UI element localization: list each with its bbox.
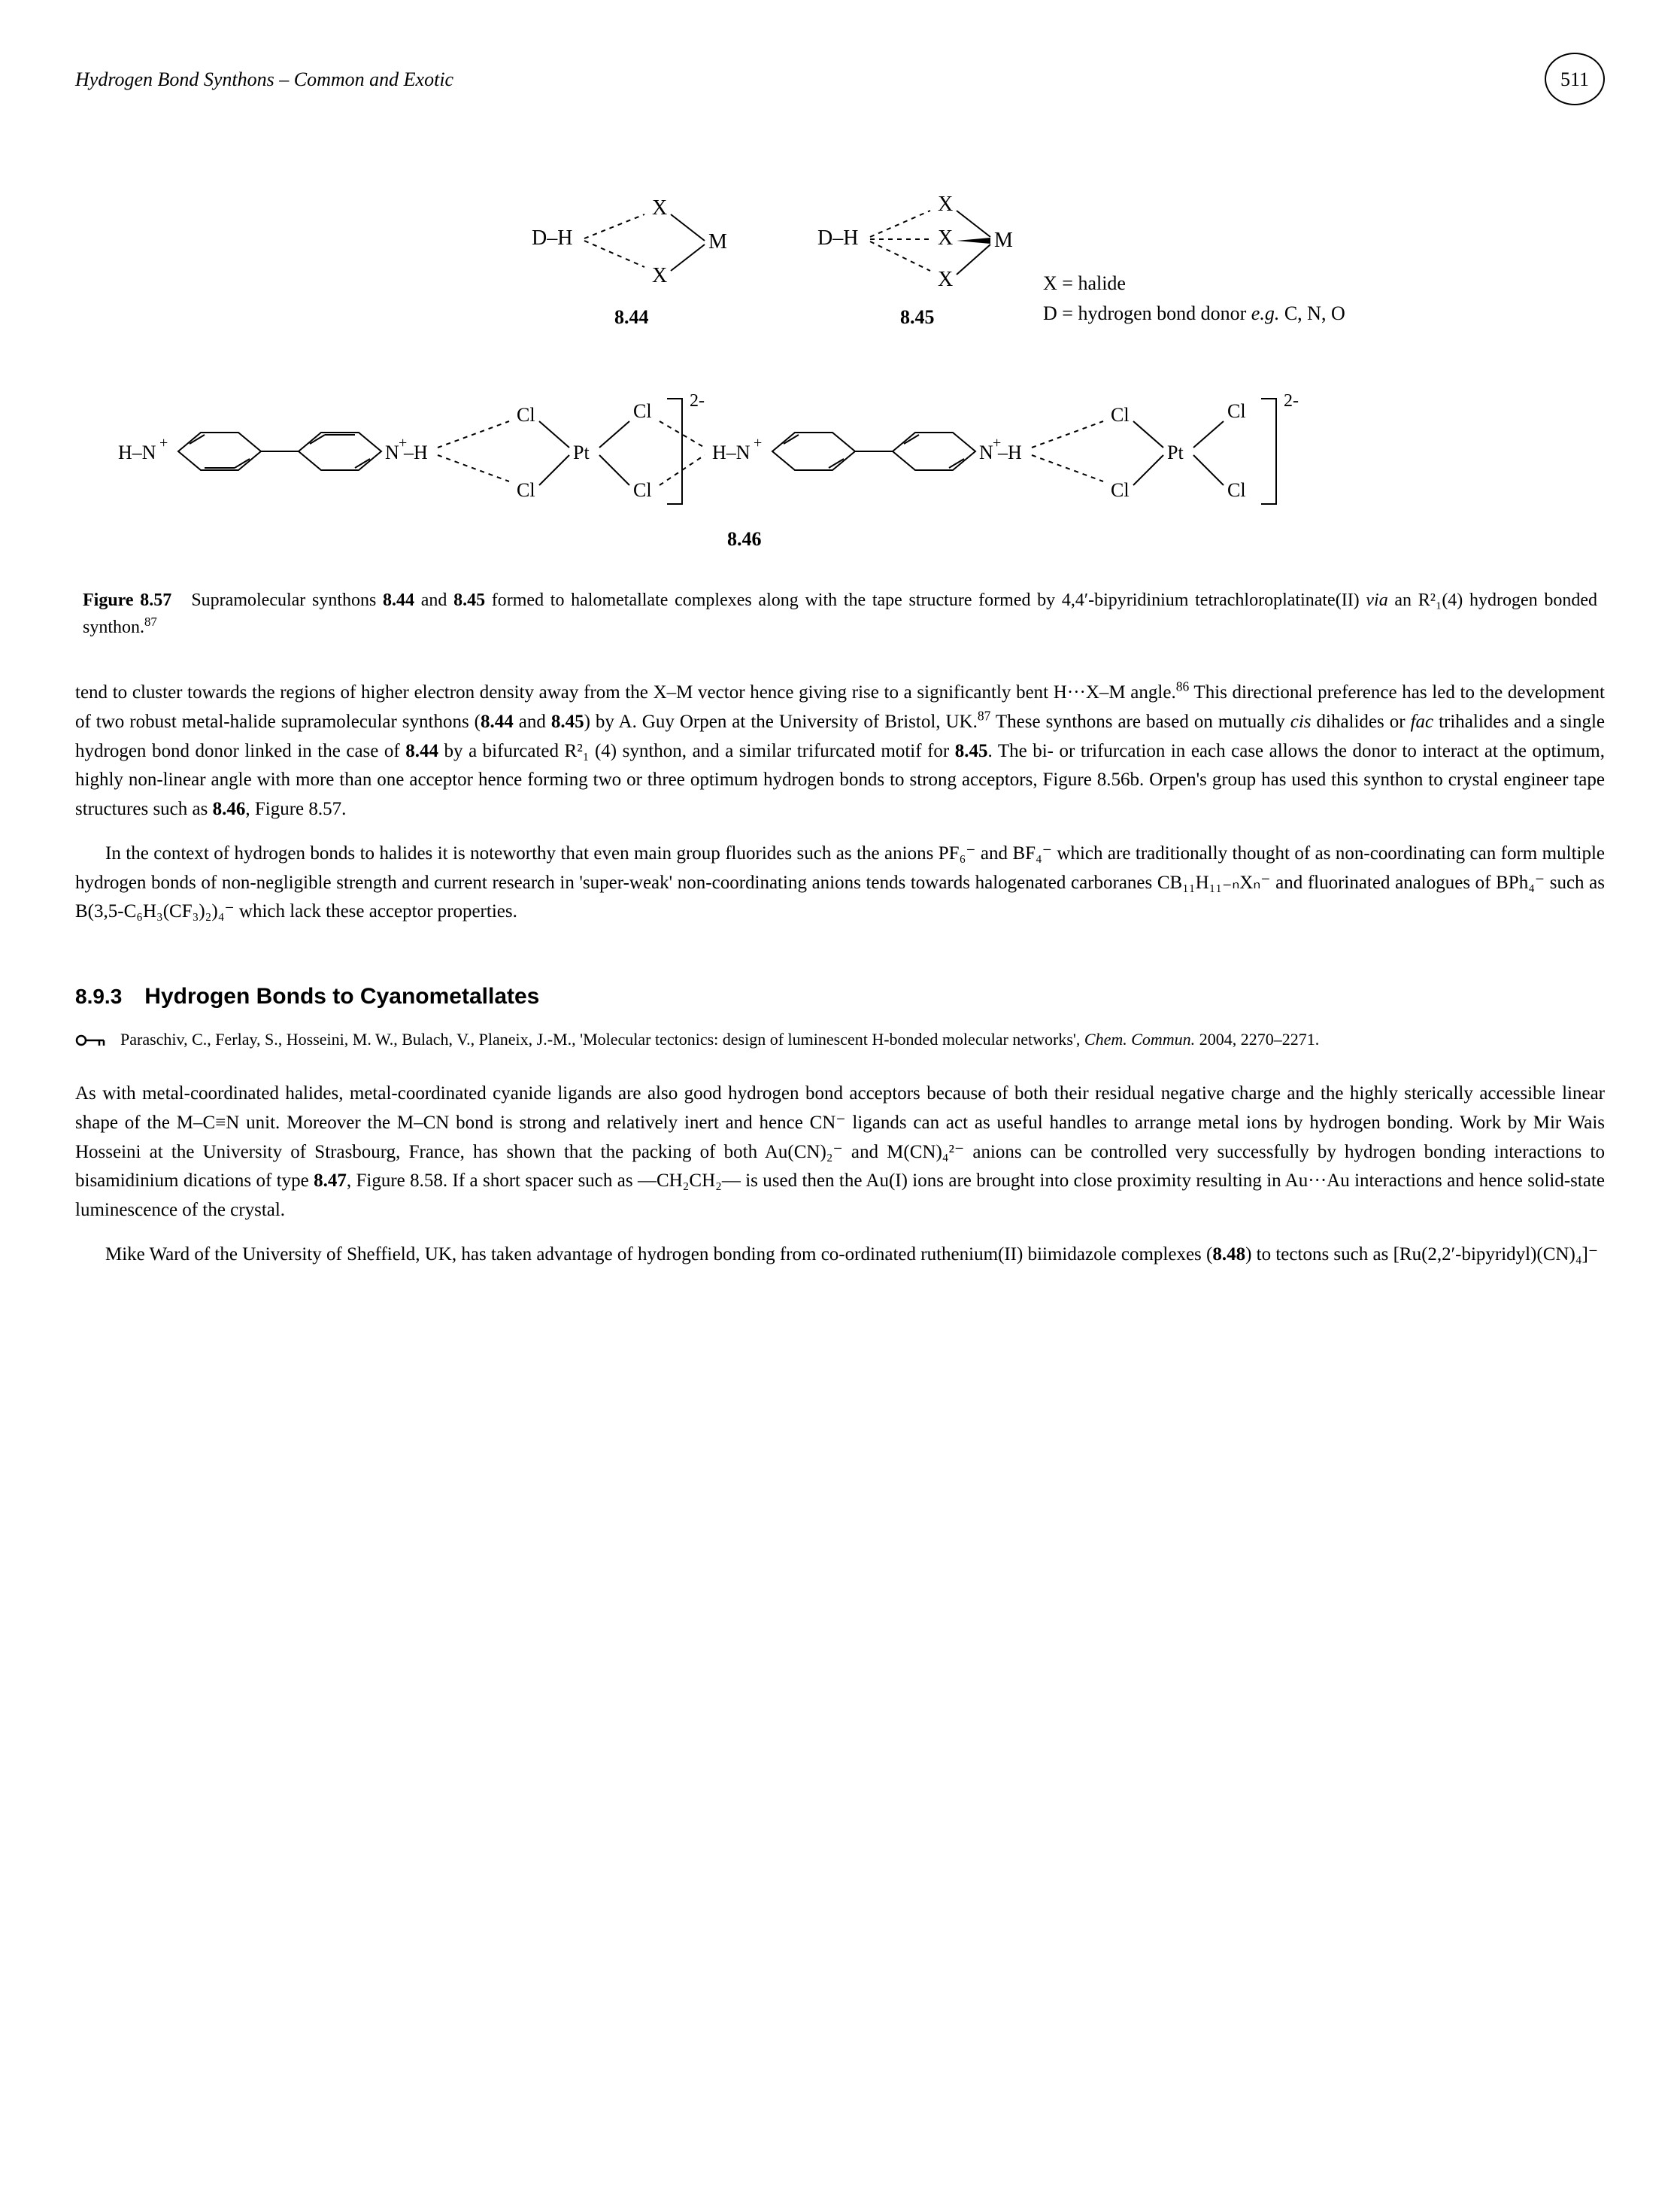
reference-block: Paraschiv, C., Ferlay, S., Hosseini, M. … bbox=[75, 1028, 1605, 1057]
svg-text:X: X bbox=[938, 226, 953, 250]
reference-text: Paraschiv, C., Ferlay, S., Hosseini, M. … bbox=[120, 1028, 1605, 1052]
svg-text:X: X bbox=[652, 196, 667, 220]
svg-text:–H: –H bbox=[997, 442, 1022, 463]
label-844: 8.44 bbox=[614, 306, 649, 328]
legend-x: X = halide bbox=[1043, 272, 1126, 294]
chem-structure-bottom: H–N + N + –H Cl Cl Pt bbox=[88, 376, 1592, 557]
section-number: 8.9.3 bbox=[75, 981, 122, 1013]
svg-text:2-: 2- bbox=[690, 391, 705, 411]
svg-text:X: X bbox=[938, 268, 953, 291]
svg-text:D–H: D–H bbox=[532, 226, 572, 250]
svg-text:Pt: Pt bbox=[573, 442, 590, 463]
svg-text:Cl: Cl bbox=[517, 479, 535, 501]
svg-text:M: M bbox=[708, 230, 727, 254]
paragraph-4: Mike Ward of the University of Sheffield… bbox=[75, 1240, 1605, 1270]
figure-8-57: D–H X X M 8.44 D–H X X X M 8.45 X = hali… bbox=[75, 165, 1605, 557]
svg-text:+: + bbox=[754, 435, 762, 451]
svg-text:N: N bbox=[385, 442, 399, 463]
svg-text:Cl: Cl bbox=[633, 400, 652, 422]
svg-text:Cl: Cl bbox=[517, 404, 535, 426]
paragraph-3: As with metal-coordinated halides, metal… bbox=[75, 1079, 1605, 1225]
section-heading: 8.9.3 Hydrogen Bonds to Cyanometallates bbox=[75, 979, 1605, 1013]
svg-text:Cl: Cl bbox=[1227, 479, 1246, 501]
svg-text:Pt: Pt bbox=[1167, 442, 1184, 463]
svg-text:Cl: Cl bbox=[1227, 400, 1246, 422]
paragraph-2: In the context of hydrogen bonds to hali… bbox=[75, 839, 1605, 927]
figure-caption: Figure 8.57 Supramolecular synthons 8.44… bbox=[75, 587, 1605, 641]
svg-text:X: X bbox=[652, 264, 667, 287]
figure-label: Figure 8.57 bbox=[83, 591, 171, 610]
svg-text:H–N: H–N bbox=[712, 442, 751, 463]
legend-d: D = hydrogen bond donor e.g. C, N, O bbox=[1043, 302, 1345, 324]
page-number: 511 bbox=[1545, 53, 1605, 105]
key-icon bbox=[75, 1030, 105, 1057]
svg-text:+: + bbox=[159, 435, 168, 451]
svg-text:Cl: Cl bbox=[1111, 479, 1130, 501]
svg-text:–H: –H bbox=[403, 442, 428, 463]
svg-text:N: N bbox=[979, 442, 993, 463]
label-845: 8.45 bbox=[900, 306, 935, 328]
svg-text:H–N: H–N bbox=[118, 442, 156, 463]
running-head: Hydrogen Bond Synthons – Common and Exot… bbox=[75, 65, 453, 94]
section-title: Hydrogen Bonds to Cyanometallates bbox=[144, 979, 539, 1013]
svg-text:D–H: D–H bbox=[817, 226, 858, 250]
page-header: Hydrogen Bond Synthons – Common and Exot… bbox=[75, 53, 1605, 105]
chem-structure-top: D–H X X M 8.44 D–H X X X M 8.45 X = hali… bbox=[314, 165, 1366, 361]
svg-text:2-: 2- bbox=[1284, 391, 1299, 411]
svg-text:M: M bbox=[994, 229, 1013, 252]
svg-text:Cl: Cl bbox=[633, 479, 652, 501]
svg-text:X: X bbox=[938, 193, 953, 216]
svg-text:Cl: Cl bbox=[1111, 404, 1130, 426]
paragraph-1: tend to cluster towards the regions of h… bbox=[75, 679, 1605, 824]
label-846: 8.46 bbox=[727, 528, 762, 550]
